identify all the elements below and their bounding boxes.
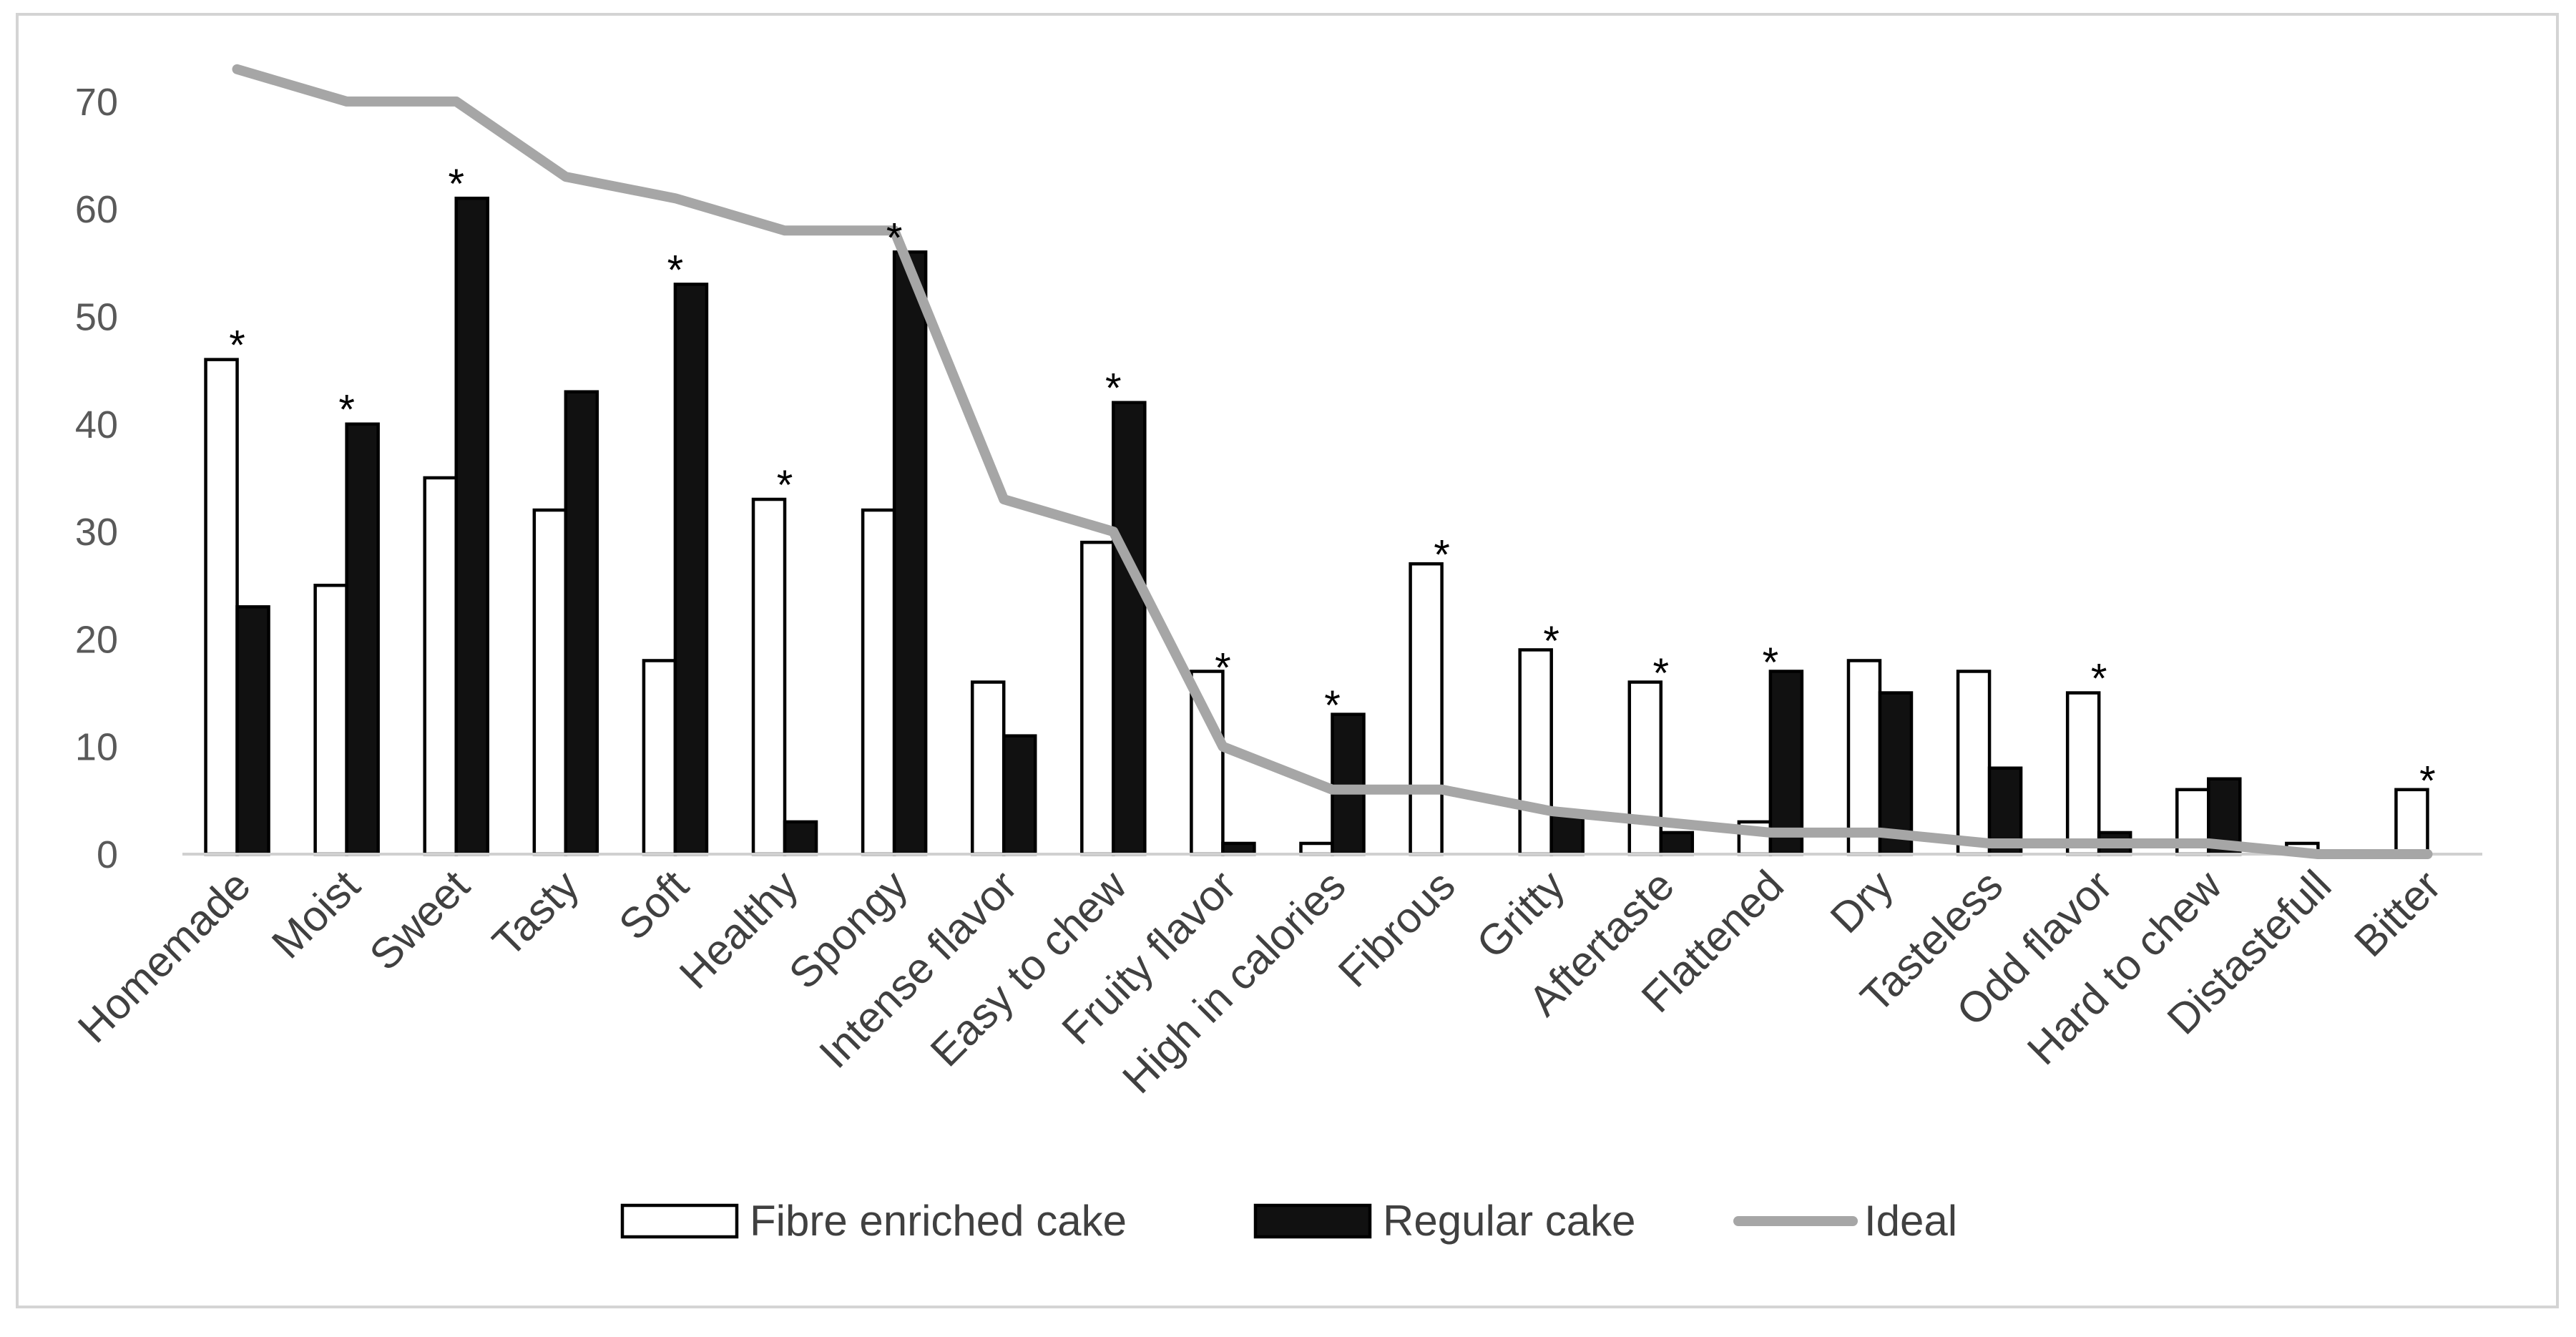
significance-marker-spongy: * — [886, 215, 903, 261]
x-tick-label-sweet: Sweet — [361, 861, 479, 980]
bar-fibre-enriched-cake-tasteless — [1956, 670, 1992, 856]
y-tick-label-60: 60 — [75, 188, 118, 231]
significance-marker-bitter: * — [2419, 758, 2436, 804]
bar-regular-cake-homemade — [235, 605, 270, 856]
bar-regular-cake-moist — [345, 422, 380, 856]
bar-fibre-enriched-cake-soft — [642, 659, 677, 856]
significance-marker-soft: * — [667, 247, 684, 293]
x-tick-label-tasty: Tasty — [484, 861, 588, 966]
bar-fibre-enriched-cake-gritty — [1518, 648, 1553, 856]
bar-regular-cake-fruity-flavor — [1221, 841, 1256, 856]
bar-fibre-enriched-cake-spongy — [861, 508, 896, 856]
x-tick-label-fibrous: Fibrous — [1329, 861, 1464, 996]
x-tick-label-hard-to-chew: Hard to chew — [2018, 861, 2231, 1074]
bar-regular-cake-soft — [673, 283, 709, 856]
y-tick-label-50: 50 — [75, 296, 118, 339]
significance-marker-fibrous: * — [1434, 532, 1450, 579]
bar-fibre-enriched-cake-aftertaste — [1627, 680, 1663, 856]
significance-marker-homemade: * — [229, 323, 245, 369]
bar-regular-cake-high-in-calories — [1331, 712, 1366, 856]
y-tick-label-10: 10 — [75, 726, 118, 769]
y-tick-label-30: 30 — [75, 511, 118, 554]
significance-marker-high-in-calories: * — [1324, 682, 1341, 729]
bar-fibre-enriched-cake-intense-flavor — [970, 680, 1006, 856]
bar-fibre-enriched-cake-tasty — [532, 508, 568, 856]
y-tick-label-20: 20 — [75, 618, 118, 661]
series-line-ideal — [232, 64, 2433, 859]
significance-marker-sweet: * — [448, 161, 464, 207]
legend-swatch-regular-cake — [1253, 1203, 1372, 1239]
bar-fibre-enriched-cake-high-in-calories — [1299, 841, 1334, 856]
x-tick-label-gritty: Gritty — [1467, 861, 1574, 968]
significance-marker-odd-flavor: * — [2091, 655, 2107, 702]
significance-marker-gritty: * — [1543, 618, 1559, 665]
bar-fibre-enriched-cake-fibrous — [1409, 562, 1444, 856]
bar-fibre-enriched-cake-easy-to-chew — [1080, 540, 1115, 856]
bar-regular-cake-aftertaste — [1659, 831, 1695, 856]
legend-label-fibre-enriched-cake: Fibre enriched cake — [750, 1197, 1127, 1245]
x-tick-label-bitter: Bitter — [2345, 861, 2449, 966]
x-tick-label-homemade: Homemade — [69, 861, 260, 1052]
bar-regular-cake-easy-to-chew — [1112, 401, 1147, 856]
bar-regular-cake-intense-flavor — [1001, 734, 1037, 856]
y-tick-label-0: 0 — [97, 833, 118, 876]
x-tick-label-moist: Moist — [263, 861, 369, 968]
legend-label-ideal: Ideal — [1864, 1197, 1957, 1245]
bar-fibre-enriched-cake-moist — [313, 584, 348, 856]
bar-regular-cake-healthy — [783, 820, 818, 856]
y-tick-label-70: 70 — [75, 81, 118, 124]
bar-fibre-enriched-cake-sweet — [423, 476, 458, 856]
significance-marker-healthy: * — [777, 462, 793, 509]
y-tick-label-40: 40 — [75, 403, 118, 446]
x-tick-label-dry: Dry — [1821, 861, 1902, 942]
bar-regular-cake-sweet — [454, 196, 489, 856]
bar-fibre-enriched-cake-odd-flavor — [2065, 691, 2101, 856]
significance-marker-easy-to-chew: * — [1105, 366, 1122, 412]
bar-fibre-enriched-cake-homemade — [204, 358, 239, 856]
bar-fibre-enriched-cake-healthy — [751, 497, 787, 856]
bar-fibre-enriched-cake-dry — [1846, 659, 1882, 856]
significance-marker-moist: * — [338, 387, 355, 434]
significance-marker-fruity-flavor: * — [1215, 645, 1231, 691]
significance-marker-flattened: * — [1763, 640, 1779, 686]
x-tick-label-healthy: Healthy — [670, 861, 807, 998]
x-tick-label-soft: Soft — [609, 861, 697, 949]
bar-regular-cake-flattened — [1768, 670, 1804, 856]
legend-label-regular-cake: Regular cake — [1383, 1197, 1636, 1245]
bar-regular-cake-spongy — [892, 250, 928, 856]
bar-regular-cake-tasty — [564, 390, 599, 856]
legend-swatch-fibre-enriched-cake — [620, 1203, 739, 1239]
significance-marker-aftertaste: * — [1652, 650, 1669, 697]
bar-fibre-enriched-cake-bitter — [2394, 788, 2429, 856]
